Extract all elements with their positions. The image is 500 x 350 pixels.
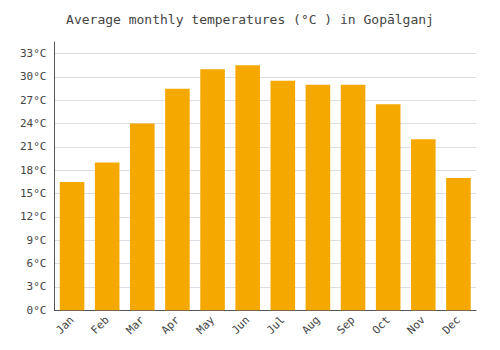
svg-text:Jul: Jul bbox=[264, 314, 287, 337]
svg-text:18°C: 18°C bbox=[20, 164, 47, 177]
svg-text:Apr: Apr bbox=[159, 313, 182, 336]
svg-text:9°C: 9°C bbox=[27, 234, 47, 247]
svg-text:24°C: 24°C bbox=[20, 117, 47, 130]
svg-text:Aug: Aug bbox=[299, 314, 322, 337]
svg-text:Feb: Feb bbox=[89, 314, 112, 337]
svg-text:27°C: 27°C bbox=[20, 94, 47, 107]
svg-text:Dec: Dec bbox=[440, 314, 463, 337]
svg-text:15°C: 15°C bbox=[20, 187, 47, 200]
svg-text:Jun: Jun bbox=[229, 314, 252, 337]
svg-text:May: May bbox=[194, 313, 217, 336]
svg-text:33°C: 33°C bbox=[20, 47, 47, 60]
svg-text:Oct: Oct bbox=[370, 314, 393, 337]
svg-text:21°C: 21°C bbox=[20, 140, 47, 153]
svg-text:0°C: 0°C bbox=[27, 304, 47, 317]
svg-text:6°C: 6°C bbox=[27, 257, 47, 270]
svg-text:Sep: Sep bbox=[334, 314, 357, 337]
svg-text:Average monthly temperatures (: Average monthly temperatures (°C ) in Go… bbox=[66, 12, 434, 27]
svg-text:Jan: Jan bbox=[53, 314, 76, 337]
svg-text:Mar: Mar bbox=[124, 313, 147, 336]
svg-text:Nov: Nov bbox=[405, 313, 428, 336]
svg-text:12°C: 12°C bbox=[20, 210, 47, 223]
svg-text:3°C: 3°C bbox=[27, 280, 47, 293]
svg-text:30°C: 30°C bbox=[20, 70, 47, 83]
